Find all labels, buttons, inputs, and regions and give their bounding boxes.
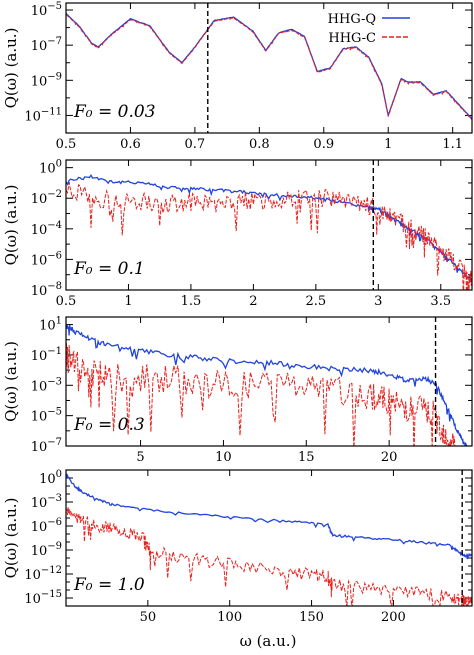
y-tick-label: 10−15: [24, 589, 62, 607]
x-tick-label: 1.1: [442, 137, 463, 152]
x-tick-label: 3.5: [430, 294, 451, 309]
x-tick-label: 0.9: [313, 137, 334, 152]
legend: HHG-Q HHG-C: [328, 12, 410, 46]
panel-2: 0.5 1 1.5 2 2.5 3 3.5 10−8 10−6 10−4 10−2 100 F₀ = 0…: [2, 159, 473, 309]
panel-3: 5 10 15 20 10−7 10−5 10−3 10−1 101 F₀ = 0.3 Q(ω) (…: [2, 316, 473, 465]
y-tick-label: 10−7: [31, 36, 62, 54]
x-tick-label: 5: [136, 450, 144, 465]
y-tick-label: 100: [39, 159, 62, 177]
x-tick-label: 0.6: [120, 137, 141, 152]
series-classical: [66, 506, 472, 606]
series-quantum: [66, 323, 469, 446]
panel-label: F₀ = 0.1: [73, 259, 145, 279]
y-tick-label: 10−5: [31, 407, 62, 425]
x-tick-label: 50: [140, 610, 157, 625]
x-tick-label: 15: [298, 450, 315, 465]
panel-1: 0.5 0.6 0.7 0.8 0.9 1 1.1 10−11 10−9 10−7 10−5 F₀ =…: [2, 1, 473, 152]
y-axis-label: Q(ω) (a.u.): [2, 185, 20, 266]
x-tick-label: 150: [299, 610, 324, 625]
axes-frame: [65, 469, 473, 607]
axes-frame: [65, 159, 473, 291]
y-tick-label: 10−5: [31, 1, 62, 19]
y-tick-label: 10−6: [31, 250, 62, 268]
x-tick-label: 10: [215, 450, 232, 465]
y-tick-label: 101: [39, 316, 62, 334]
axes-frame: [65, 316, 473, 447]
y-tick-label: 10−6: [31, 517, 62, 535]
panel-label: F₀ = 0.3: [73, 415, 145, 435]
y-tick-label: 10−2: [31, 189, 62, 207]
series-quantum: [66, 12, 472, 120]
x-tick-label: 0.5: [56, 294, 77, 309]
x-tick-label: 2: [249, 294, 257, 309]
y-tick-label: 10−3: [31, 493, 62, 511]
x-tick-label: 0.5: [56, 137, 77, 152]
series-classical: [66, 343, 456, 446]
panel-label: F₀ = 0.03: [73, 102, 156, 122]
x-tick-label: 1: [124, 294, 132, 309]
x-tick-label: 20: [381, 450, 398, 465]
y-tick-label: 100: [39, 469, 62, 487]
y-tick-label: 10−11: [24, 106, 62, 124]
panel-label: F₀ = 1.0: [73, 575, 145, 595]
y-tick-label: 10−9: [31, 541, 62, 559]
y-tick-label: 10−1: [31, 346, 62, 364]
x-tick-label: 1.5: [181, 294, 202, 309]
series-quantum: [66, 174, 472, 283]
x-tick-label: 3: [374, 294, 382, 309]
x-tick-label: 2.5: [306, 294, 327, 309]
series-classical: [66, 182, 472, 290]
y-tick-label: 10−9: [31, 71, 62, 89]
y-tick-label: 10−12: [24, 565, 62, 583]
y-tick-label: 10−8: [31, 281, 62, 299]
x-tick-label: 0.7: [185, 137, 206, 152]
series-quantum: [66, 473, 472, 560]
panel-4: 50 100 150 200 10−15 10−12 10−9 10−6 10−3 100 F₀ =…: [2, 469, 473, 625]
y-tick-label: 10−7: [31, 437, 62, 455]
y-tick-label: 10−4: [31, 220, 62, 238]
x-axis-label: ω (a.u.): [240, 632, 297, 650]
legend-label: HHG-C: [328, 31, 376, 46]
y-tick-label: 10−3: [31, 376, 62, 394]
y-axis-label: Q(ω) (a.u.): [2, 341, 20, 422]
y-axis-label: Q(ω) (a.u.): [2, 28, 20, 109]
axes-frame: [65, 2, 473, 134]
x-tick-label: 1: [384, 137, 392, 152]
x-tick-label: 200: [381, 610, 406, 625]
x-tick-label: 100: [217, 610, 242, 625]
legend-label: HHG-Q: [328, 12, 376, 27]
x-tick-label: 0.8: [249, 137, 270, 152]
series-classical: [66, 14, 472, 121]
y-axis-label: Q(ω) (a.u.): [2, 498, 20, 579]
